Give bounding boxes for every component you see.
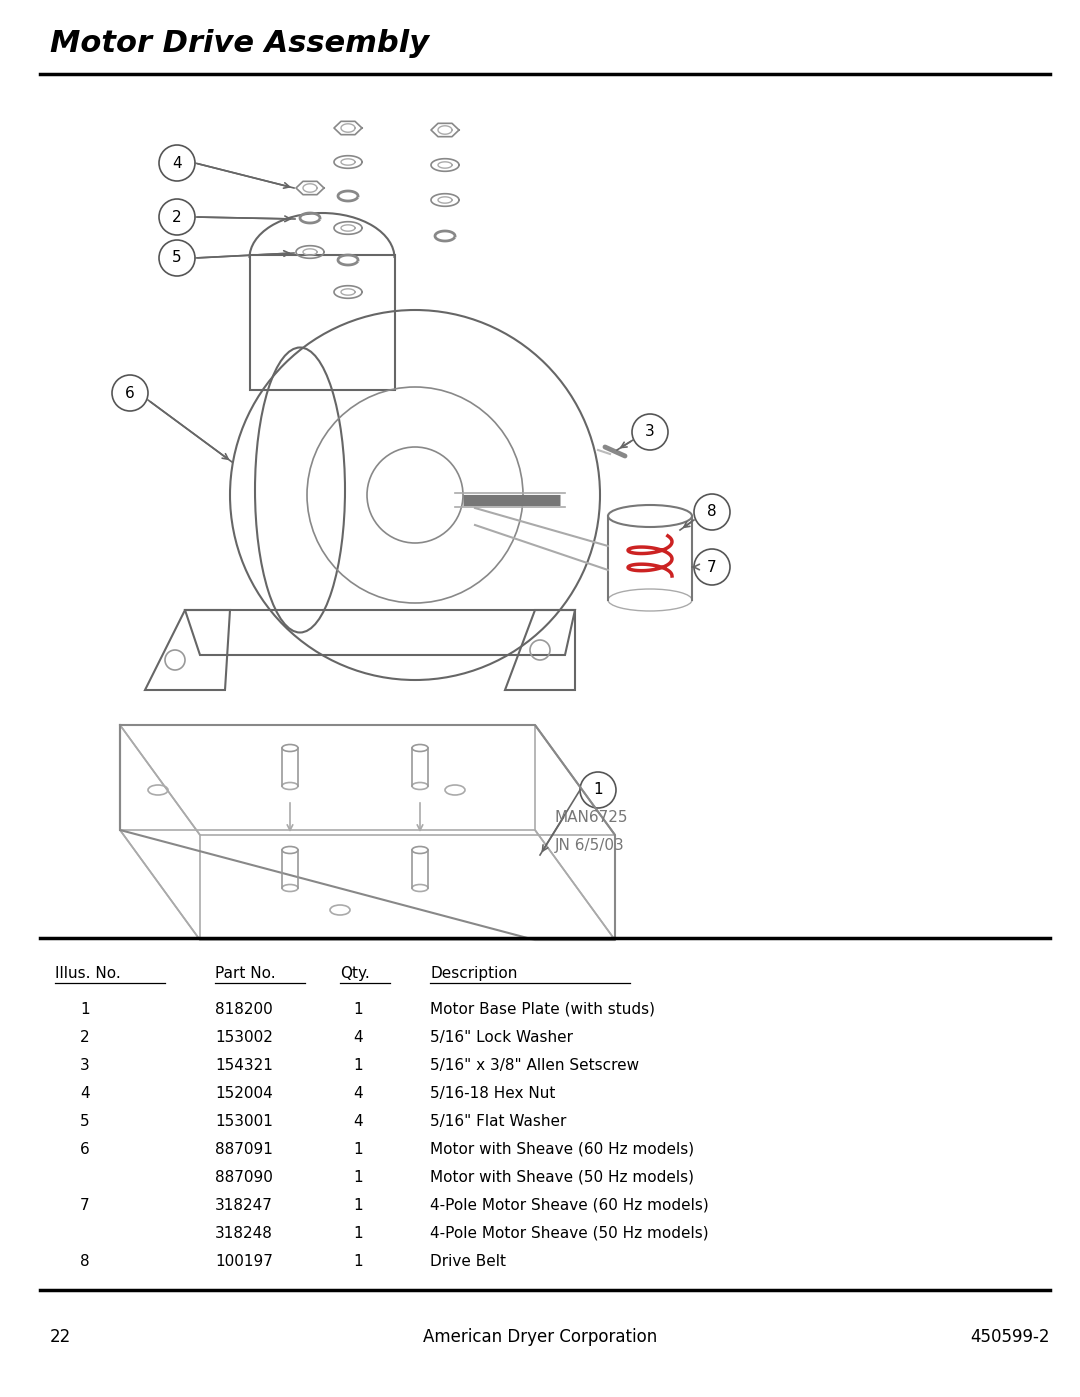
Text: 152004: 152004 xyxy=(215,1085,273,1101)
Text: 7: 7 xyxy=(707,560,717,574)
Text: 8: 8 xyxy=(80,1255,90,1268)
Text: 5: 5 xyxy=(172,250,181,265)
Text: 5/16" x 3/8" Allen Setscrew: 5/16" x 3/8" Allen Setscrew xyxy=(430,1058,639,1073)
Text: Motor Base Plate (with studs): Motor Base Plate (with studs) xyxy=(430,1002,654,1017)
Text: 1: 1 xyxy=(353,1227,363,1241)
Text: JN 6/5/03: JN 6/5/03 xyxy=(555,838,624,854)
Text: 4-Pole Motor Sheave (50 Hz models): 4-Pole Motor Sheave (50 Hz models) xyxy=(430,1227,708,1241)
Text: Motor with Sheave (60 Hz models): Motor with Sheave (60 Hz models) xyxy=(430,1141,694,1157)
Text: 1: 1 xyxy=(80,1002,90,1017)
Text: 4-Pole Motor Sheave (60 Hz models): 4-Pole Motor Sheave (60 Hz models) xyxy=(430,1199,708,1213)
Text: 1: 1 xyxy=(353,1141,363,1157)
Text: 887090: 887090 xyxy=(215,1171,273,1185)
Text: 1: 1 xyxy=(353,1171,363,1185)
Text: 2: 2 xyxy=(80,1030,90,1045)
Text: 4: 4 xyxy=(80,1085,90,1101)
Text: 6: 6 xyxy=(80,1141,90,1157)
Text: 4: 4 xyxy=(353,1030,363,1045)
Text: 5: 5 xyxy=(80,1113,90,1129)
Text: 6: 6 xyxy=(125,386,135,401)
Text: Illus. No.: Illus. No. xyxy=(55,965,121,981)
Text: 153002: 153002 xyxy=(215,1030,273,1045)
Text: 100197: 100197 xyxy=(215,1255,273,1268)
Text: 4: 4 xyxy=(353,1113,363,1129)
Text: Motor with Sheave (50 Hz models): Motor with Sheave (50 Hz models) xyxy=(430,1171,694,1185)
Text: MAN6725: MAN6725 xyxy=(555,810,629,826)
Text: 318247: 318247 xyxy=(215,1199,273,1213)
Text: Drive Belt: Drive Belt xyxy=(430,1255,507,1268)
Text: 318248: 318248 xyxy=(215,1227,273,1241)
Text: 887091: 887091 xyxy=(215,1141,273,1157)
Text: American Dryer Corporation: American Dryer Corporation xyxy=(423,1329,657,1345)
Text: 450599-2: 450599-2 xyxy=(971,1329,1050,1345)
Text: 7: 7 xyxy=(80,1199,90,1213)
Text: Description: Description xyxy=(430,965,517,981)
Text: 22: 22 xyxy=(50,1329,71,1345)
Text: 3: 3 xyxy=(80,1058,90,1073)
Text: Part No.: Part No. xyxy=(215,965,275,981)
Text: 5/16" Lock Washer: 5/16" Lock Washer xyxy=(430,1030,573,1045)
Text: 1: 1 xyxy=(353,1058,363,1073)
Text: 1: 1 xyxy=(353,1255,363,1268)
Text: Qty.: Qty. xyxy=(340,965,369,981)
Text: 154321: 154321 xyxy=(215,1058,273,1073)
Text: Motor Drive Assembly: Motor Drive Assembly xyxy=(50,29,429,59)
Text: 4: 4 xyxy=(172,155,181,170)
Text: 153001: 153001 xyxy=(215,1113,273,1129)
Text: 1: 1 xyxy=(353,1199,363,1213)
Text: 2: 2 xyxy=(172,210,181,225)
Text: 1: 1 xyxy=(593,782,603,798)
Text: 818200: 818200 xyxy=(215,1002,273,1017)
Text: 5/16-18 Hex Nut: 5/16-18 Hex Nut xyxy=(430,1085,555,1101)
Text: 4: 4 xyxy=(353,1085,363,1101)
Text: 3: 3 xyxy=(645,425,654,440)
Text: 8: 8 xyxy=(707,504,717,520)
Text: 1: 1 xyxy=(353,1002,363,1017)
Text: 5/16" Flat Washer: 5/16" Flat Washer xyxy=(430,1113,566,1129)
